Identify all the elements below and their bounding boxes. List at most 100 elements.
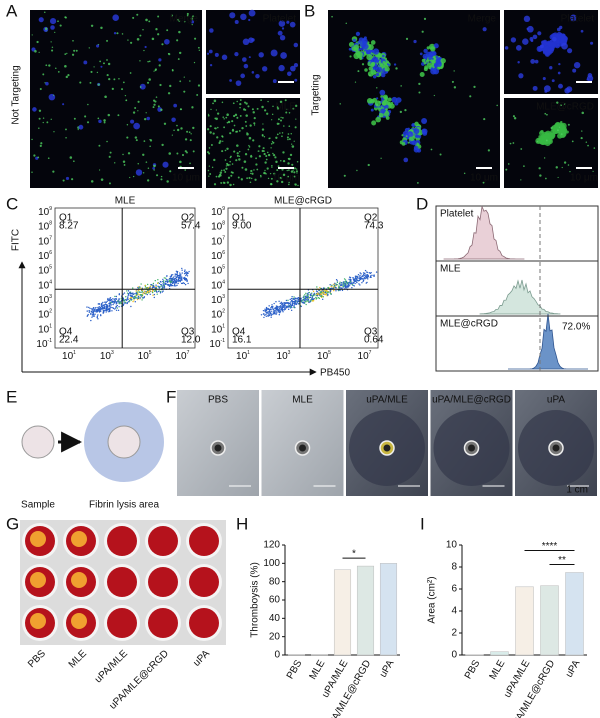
fluorescence — [248, 144, 250, 147]
fluorescence — [168, 152, 171, 155]
tick-power: 7 — [187, 350, 190, 356]
tick-base: 10 — [211, 280, 223, 291]
event — [275, 308, 278, 311]
tick-base: 10 — [38, 265, 50, 276]
fluorescence — [423, 17, 427, 20]
event — [325, 289, 327, 292]
fluorescence — [520, 179, 522, 181]
event — [138, 291, 140, 293]
fluorescence — [51, 49, 54, 52]
event — [100, 314, 102, 317]
fluorescence — [546, 41, 553, 48]
event — [185, 273, 188, 276]
micrograph — [504, 98, 598, 188]
fluorescence — [356, 169, 358, 172]
event — [184, 277, 186, 280]
fluorescence — [153, 99, 156, 102]
tick-label: 107 — [211, 236, 225, 247]
fluorescence — [261, 105, 264, 109]
micrograph — [206, 9, 300, 94]
event — [290, 297, 293, 300]
fluorescence — [352, 38, 357, 43]
fluorescence — [145, 18, 148, 22]
tick-label: 102 — [38, 309, 52, 320]
fluorescence — [247, 105, 250, 108]
event — [126, 301, 128, 304]
fluorescence — [147, 60, 149, 63]
tick-base: 10 — [62, 351, 74, 362]
fluorescence — [222, 181, 225, 184]
event — [343, 283, 345, 285]
event — [89, 313, 92, 315]
fluorescence — [404, 109, 407, 112]
fluorescence — [276, 133, 279, 136]
event — [324, 292, 326, 294]
event — [99, 310, 102, 312]
fluorescence — [239, 106, 241, 109]
fluorescence — [117, 114, 120, 117]
fluorescence — [143, 117, 147, 121]
fluorescence — [541, 135, 548, 141]
event — [120, 298, 122, 300]
tick-base: 10 — [38, 251, 50, 262]
event — [279, 311, 281, 313]
event — [291, 296, 293, 298]
event — [362, 274, 365, 276]
event — [362, 272, 365, 274]
fluorescence — [251, 108, 254, 111]
event — [159, 292, 162, 294]
fluorescence — [382, 61, 386, 64]
clot — [71, 613, 87, 629]
histogram — [443, 205, 525, 260]
event — [110, 306, 112, 309]
fluorescence — [416, 135, 420, 139]
fluorescence — [276, 180, 279, 183]
event — [105, 301, 108, 303]
fluorescence — [518, 73, 524, 79]
event — [323, 287, 326, 289]
fluorescence — [570, 14, 577, 22]
event — [183, 270, 186, 273]
event — [118, 302, 120, 305]
fluorescence — [270, 147, 272, 149]
tick-base: 10 — [358, 351, 370, 362]
fluorescence — [526, 27, 529, 31]
fluorescence — [127, 39, 129, 41]
fluorescence — [71, 178, 74, 181]
fluorescence — [421, 128, 428, 135]
fluorescence — [139, 34, 142, 37]
fluorescence — [122, 81, 125, 84]
fluorescence — [209, 173, 212, 175]
tick-power: 2 — [222, 309, 225, 315]
fluorescence — [207, 169, 210, 172]
fluorescence — [432, 68, 440, 75]
fluorescence — [280, 52, 287, 59]
fluorescence — [234, 113, 238, 117]
fluorescence — [572, 68, 577, 73]
fluorescence — [83, 60, 88, 65]
event — [309, 301, 311, 303]
fluorescence — [255, 157, 257, 160]
fluorescence — [34, 50, 37, 53]
fluorescence — [372, 75, 377, 79]
event — [144, 290, 146, 292]
fluorescence — [103, 119, 106, 122]
fluorescence — [278, 20, 286, 27]
fluorescence — [395, 97, 402, 103]
event — [270, 316, 272, 318]
panel-label: F — [166, 387, 176, 406]
fluorescence — [207, 114, 210, 117]
fluorescence — [580, 29, 584, 33]
event — [308, 301, 310, 304]
event — [116, 307, 119, 309]
fluorescence — [581, 130, 583, 132]
fluorescence — [263, 150, 265, 152]
fluorescence — [283, 125, 285, 127]
fluorescence — [393, 63, 397, 66]
fluorescence — [375, 73, 380, 77]
row-label: Platelet — [440, 209, 474, 220]
event — [293, 296, 295, 298]
tick-power: 1 — [247, 350, 250, 356]
fluorescence — [266, 151, 269, 154]
fluorescence — [293, 175, 296, 178]
